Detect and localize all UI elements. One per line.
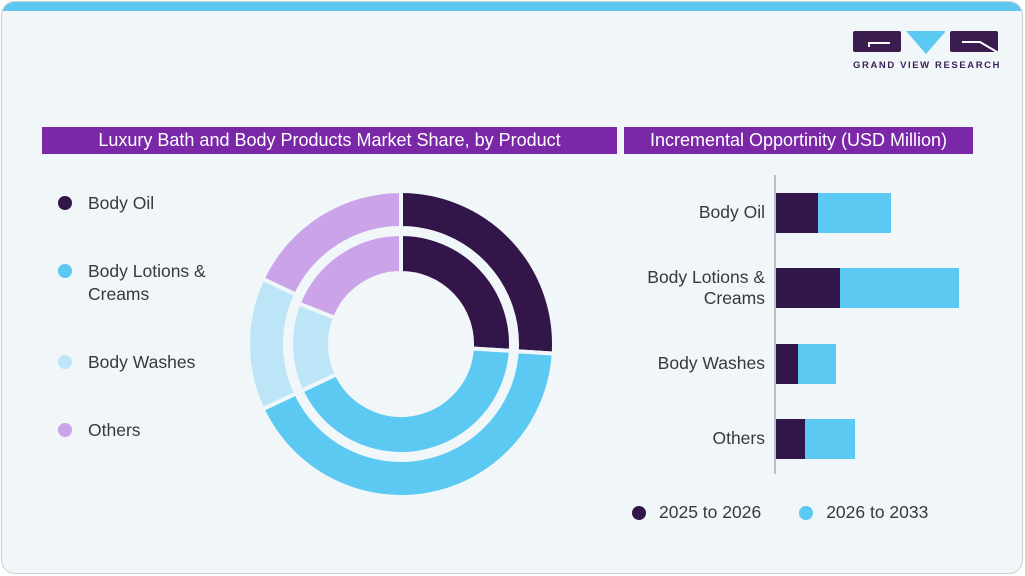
donut-legend-item: Body Oil xyxy=(58,192,223,215)
bar-category-label: Body Oil xyxy=(698,202,765,222)
donut-segment xyxy=(296,232,403,320)
donut-legend-item: Body Washes xyxy=(58,351,223,374)
donut-segment xyxy=(246,276,299,412)
bar-axis-line xyxy=(774,175,776,474)
bar-legend-item: 2025 to 2026 xyxy=(632,502,761,523)
donut-segment xyxy=(299,346,513,456)
bar-segment-2026-to-2033 xyxy=(840,268,959,308)
bar-segment-2025-to-2026 xyxy=(776,193,819,233)
donut-segment xyxy=(260,189,403,297)
legend-dot-others xyxy=(58,423,72,437)
donut-legend-item: Others xyxy=(58,419,223,442)
donut-legend-label: Body Washes xyxy=(88,352,196,372)
gvr-logo: GRAND VIEW RESEARCH xyxy=(853,30,1002,71)
logo-v-icon xyxy=(905,31,946,54)
bar-segment-2026-to-2033 xyxy=(797,344,837,384)
donut-legend-label: Others xyxy=(88,420,141,440)
bar-legend-item: 2026 to 2033 xyxy=(799,502,928,523)
bar-row xyxy=(776,193,892,233)
bar-row xyxy=(776,419,855,459)
bar-segment-2025-to-2026 xyxy=(776,419,806,459)
donut-chart xyxy=(246,189,556,499)
donut-legend-label: Body Oil xyxy=(88,193,155,213)
bar-chart-legend: 2025 to 2026 2026 to 2033 xyxy=(632,502,928,523)
bar-category-label: Others xyxy=(712,428,765,448)
bar-row xyxy=(776,268,959,308)
bar-segment-2025-to-2026 xyxy=(776,268,841,308)
bar-category-label: Body Lotions & Creams xyxy=(647,267,765,308)
legend-dot-body-lotions-creams xyxy=(58,264,72,278)
bar-segment-2025-to-2026 xyxy=(776,344,798,384)
bar-row xyxy=(776,344,837,384)
bar-segment-2026-to-2033 xyxy=(805,419,855,459)
legend-dot-2025-2026 xyxy=(632,505,646,520)
top-accent-bar xyxy=(2,2,1022,11)
donut-legend-label: Body Lotions & Creams xyxy=(88,261,206,304)
bar-panel-title: Incremental Opportinity (USD Million) xyxy=(624,127,973,154)
donut-panel-title: Luxury Bath and Body Products Market Sha… xyxy=(42,127,617,154)
legend-dot-body-washes xyxy=(58,355,72,369)
logo-wordmark: GRAND VIEW RESEARCH xyxy=(853,60,1002,71)
logo-r-icon xyxy=(950,31,998,53)
donut-legend: Body Oil Body Lotions & Creams Body Washes… xyxy=(58,192,223,442)
bar-category-label: Body Washes xyxy=(657,353,765,373)
gvr-logo-marks xyxy=(853,30,998,54)
logo-g-icon xyxy=(853,31,901,52)
bar-segment-2026-to-2033 xyxy=(818,193,892,233)
legend-dot-body-oil xyxy=(58,196,72,210)
bar-legend-label: 2025 to 2026 xyxy=(659,502,762,522)
donut-legend-item: Body Lotions & Creams xyxy=(58,260,223,306)
donut-segment xyxy=(260,349,556,499)
legend-dot-2026-2033 xyxy=(799,505,814,520)
bar-legend-label: 2026 to 2033 xyxy=(826,502,929,522)
